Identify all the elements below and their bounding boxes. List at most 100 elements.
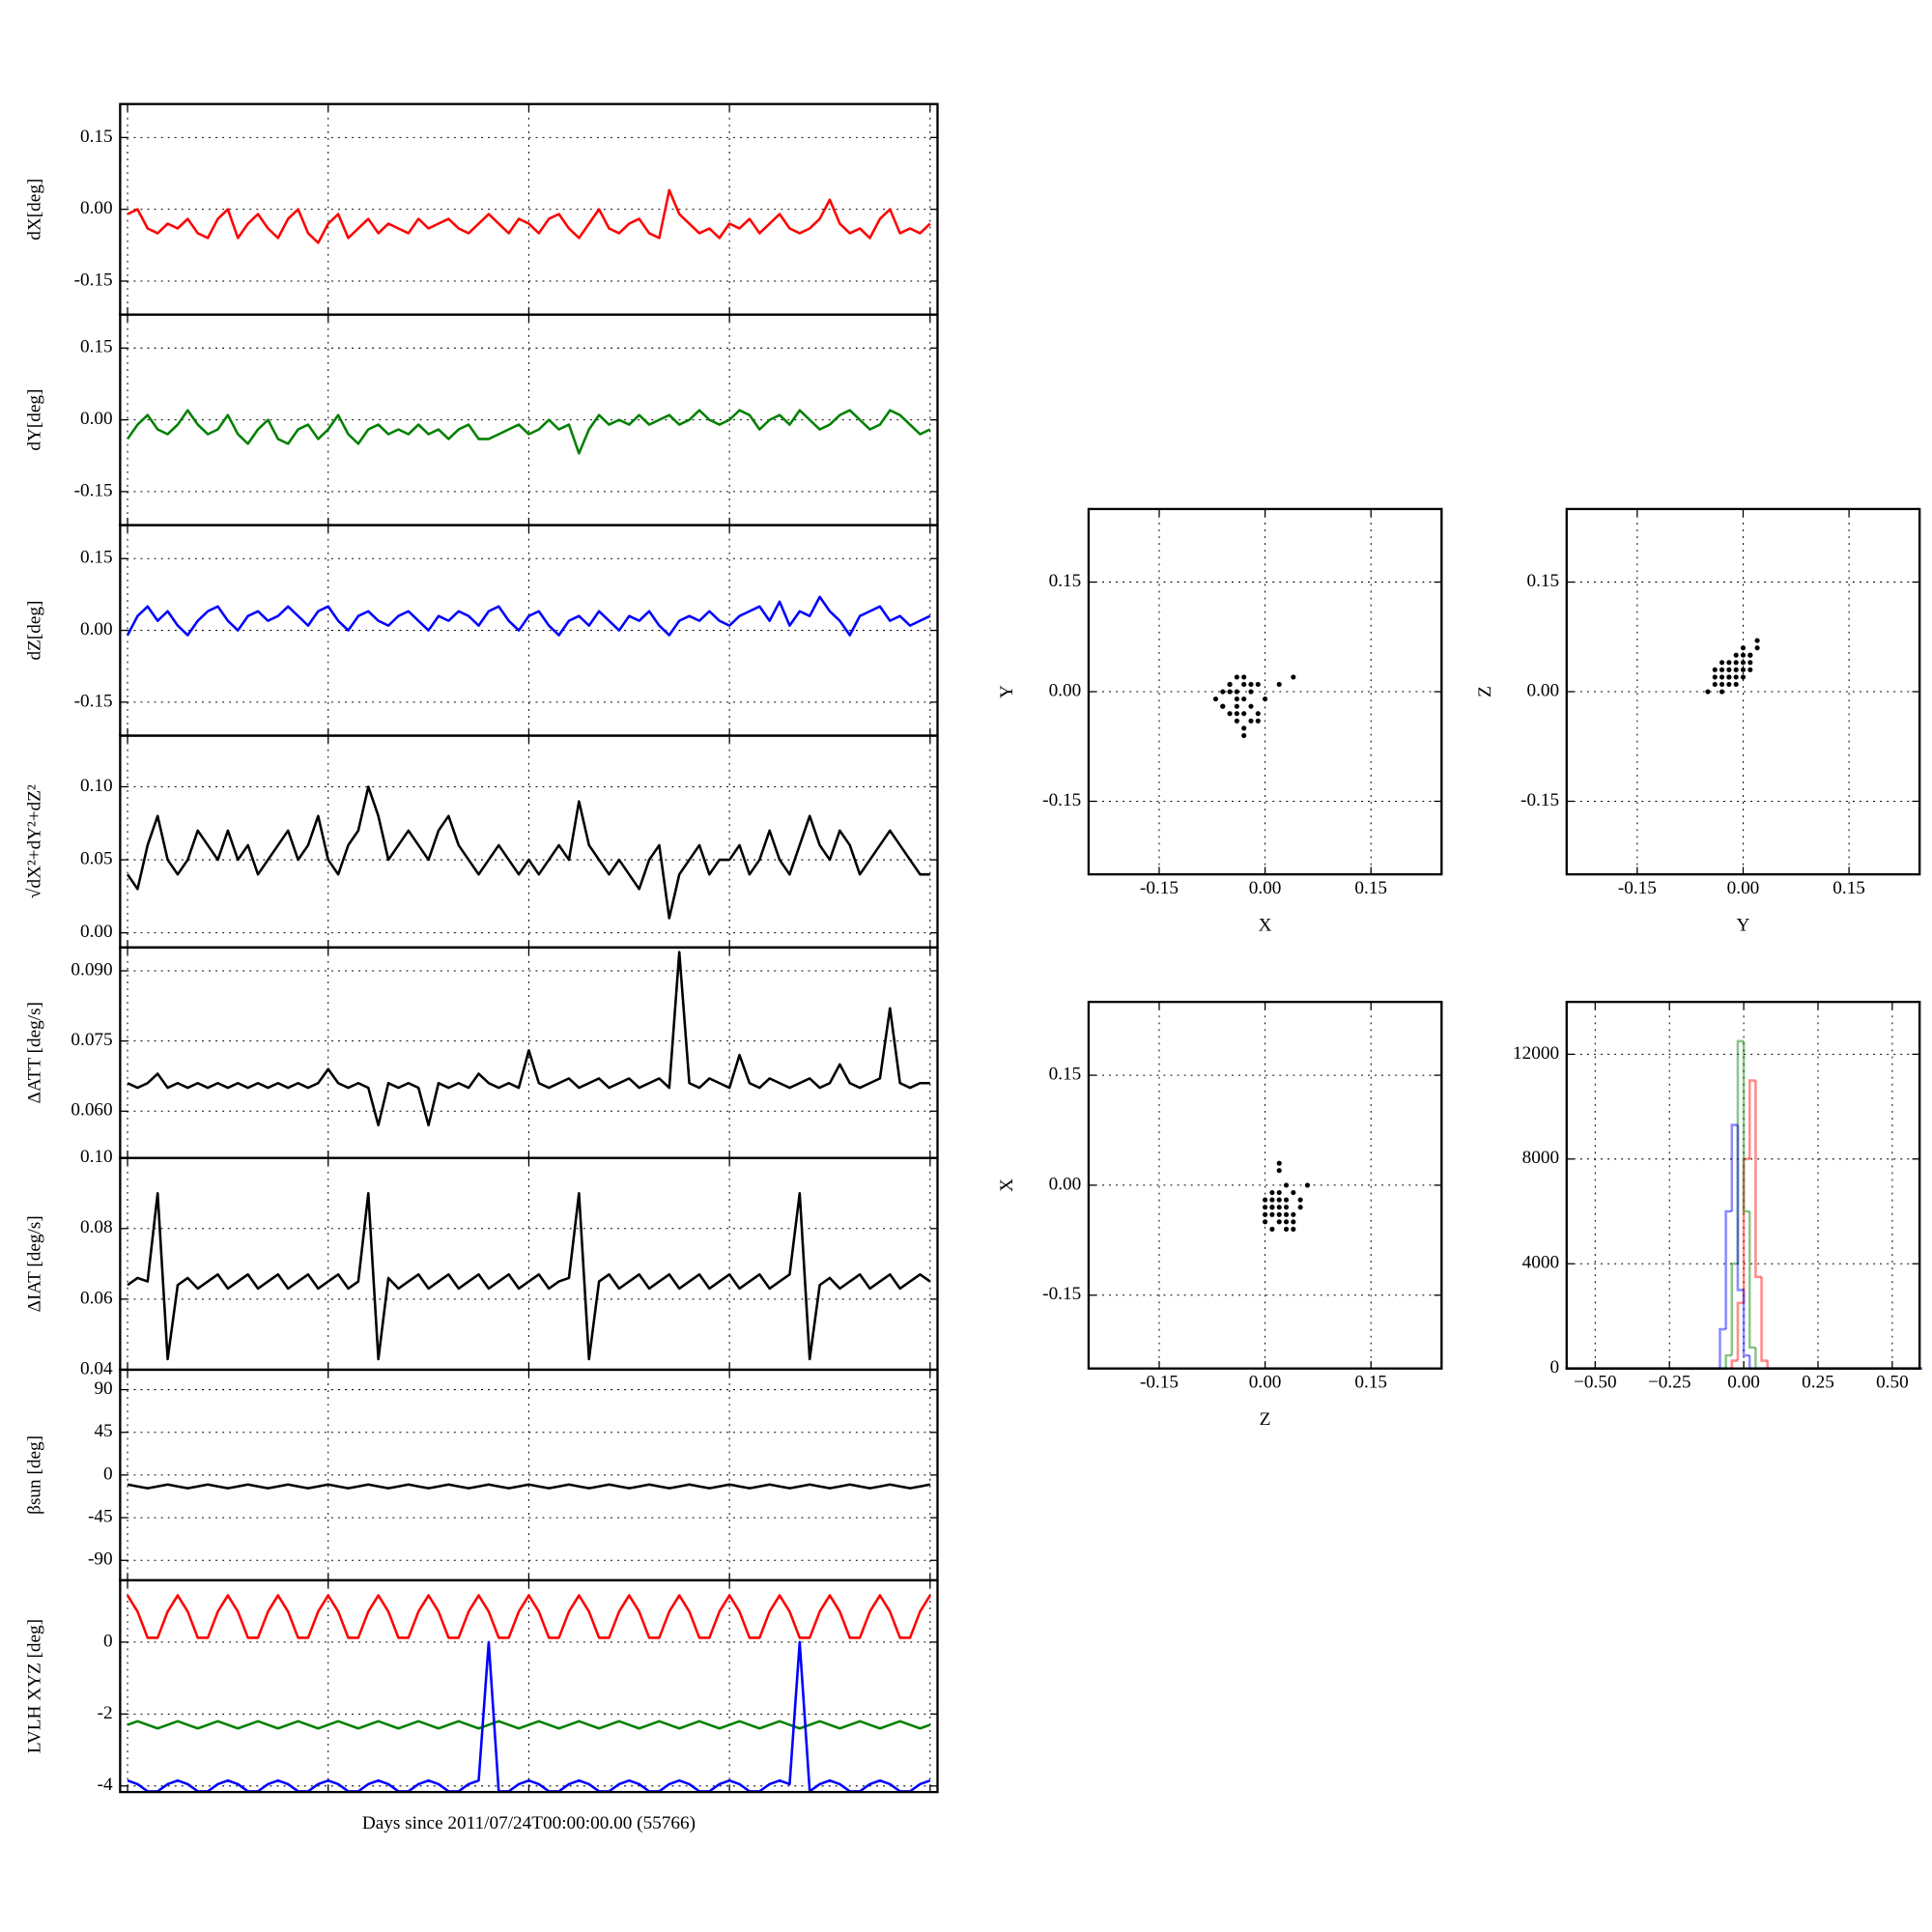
y-tick-label: 0.00 — [1049, 1174, 1082, 1194]
y-tick-label: 0.15 — [1526, 571, 1559, 591]
axes-frame — [119, 1156, 939, 1372]
histogram-step — [1742, 1290, 1750, 1357]
histogram-step — [1724, 1209, 1732, 1330]
y-tick-label: -2 — [98, 1703, 113, 1723]
axes-frame — [1565, 507, 1921, 876]
scatter-point — [1726, 660, 1732, 666]
scatter-point — [1276, 1189, 1282, 1196]
x-tick-label: −0.50 — [1574, 1372, 1616, 1392]
data-line — [126, 595, 931, 637]
scatter-point — [1227, 711, 1233, 717]
x-axis-label: Days since 2011/07/24T00:00:00.00 (55766… — [362, 1813, 696, 1833]
y-tick-label: 0.00 — [80, 922, 113, 942]
scatter-point — [1276, 1168, 1282, 1174]
scatter-point — [1283, 1219, 1290, 1225]
x-tick-label: -0.15 — [1140, 878, 1179, 898]
scatter-point — [1754, 645, 1760, 651]
x-tick-label: 0.15 — [1354, 878, 1387, 898]
data-line — [127, 951, 930, 1127]
scatter-point — [1220, 703, 1226, 709]
x-tick-label: 0.15 — [1833, 878, 1865, 898]
scatter-point — [1747, 652, 1753, 658]
scatter-point — [1719, 689, 1725, 695]
scatter-point — [1255, 711, 1261, 717]
y-tick-label: 0.15 — [80, 127, 113, 147]
histogram-step — [1760, 1276, 1768, 1362]
scatter-point — [1255, 681, 1261, 688]
data-line — [127, 1640, 931, 1793]
scatter-point — [1747, 660, 1753, 666]
histogram-step — [1736, 1124, 1745, 1292]
y-tick-label: -0.15 — [74, 691, 113, 711]
x-tick-label: 0.00 — [1249, 878, 1282, 898]
data-line — [127, 1719, 931, 1730]
scatter-point — [1248, 718, 1254, 724]
scatter-point — [1740, 667, 1747, 672]
x-tick-label: 0.15 — [1354, 1372, 1387, 1392]
y-axis-label: dY[deg] — [25, 389, 45, 451]
x-tick-label: 0.00 — [1727, 1372, 1760, 1392]
histogram-step — [1754, 1080, 1762, 1279]
histogram-step — [1747, 1211, 1756, 1350]
y-tick-label: 0.08 — [80, 1217, 113, 1237]
y-axis-label: βsun [deg] — [25, 1435, 45, 1515]
histogram-step — [1730, 1359, 1738, 1369]
y-tick-label: 0.15 — [80, 548, 113, 568]
y-axis-label: dZ[deg] — [25, 601, 45, 661]
y-tick-label: 0.090 — [71, 959, 112, 980]
panel: 0.15 0.00 -0.15 dY[deg] — [25, 313, 939, 526]
scatter-point — [1241, 711, 1247, 717]
y-tick-label: 0 — [1549, 1357, 1559, 1378]
y-tick-label: -0.15 — [1520, 790, 1559, 810]
scatter-point — [1726, 667, 1732, 672]
x-tick-label: 0.00 — [1249, 1372, 1282, 1392]
scatter-point — [1304, 1182, 1311, 1188]
scatter-point — [1291, 674, 1296, 680]
histogram-step — [1724, 1353, 1732, 1369]
histogram-step — [1736, 1301, 1745, 1361]
scatter-point — [1248, 689, 1254, 695]
y-axis-label: LVLH XYZ [deg] — [25, 1619, 45, 1753]
scatter-point — [1283, 1211, 1290, 1217]
scatter-point — [1269, 1226, 1275, 1233]
y-axis-label: √dX²+dY²+dZ² — [25, 784, 45, 898]
panel: 0.10 0.05 0.00 √dX²+dY²+dZ² — [25, 734, 939, 949]
scatter-point — [1740, 645, 1747, 651]
scatter-point — [1705, 689, 1711, 695]
data-line — [126, 785, 930, 920]
scatter-point — [1291, 1189, 1296, 1196]
scatter-point — [1712, 674, 1718, 680]
scatter-point — [1747, 667, 1753, 672]
y-tick-label: -45 — [88, 1507, 113, 1527]
scatter-point — [1733, 660, 1739, 666]
y-tick-label: 4000 — [1522, 1253, 1559, 1273]
scatter-point — [1227, 689, 1233, 695]
scatter-point — [1263, 1219, 1268, 1225]
scatter-point — [1283, 1182, 1290, 1188]
y-tick-label: -0.15 — [1042, 790, 1081, 810]
data-line — [127, 1191, 931, 1361]
scatter-point — [1234, 689, 1239, 695]
x-tick-label: -0.15 — [1618, 878, 1657, 898]
scatter-point — [1740, 674, 1747, 680]
panel: 90 45 0 -45 -90 βsun [deg] — [25, 1368, 939, 1582]
panel: 0.15 0.00 -0.15 -0.15 0.00 0.15 X Z — [997, 1001, 1443, 1430]
data-line — [126, 409, 931, 455]
scatter-point — [1276, 681, 1282, 688]
panel: 0.15 0.00 -0.15 dX[deg] — [25, 102, 939, 316]
y-tick-label: 90 — [94, 1378, 112, 1399]
scatter-point — [1269, 1197, 1275, 1203]
scatter-point — [1733, 667, 1739, 672]
panel: 0 -2 -4 LVLH XYZ [deg] Days since 2011/07/24… — [25, 1578, 939, 1833]
scatter-point — [1719, 681, 1725, 688]
scatter-point — [1291, 1219, 1296, 1225]
y-axis-label: dX[deg] — [25, 179, 45, 241]
scatter-point — [1234, 711, 1239, 717]
y-tick-label: -0.15 — [1042, 1284, 1081, 1304]
x-tick-label: −0.25 — [1648, 1372, 1690, 1392]
scatter-point — [1234, 703, 1239, 709]
scatter-point — [1740, 660, 1747, 666]
scatter-point — [1263, 1205, 1268, 1210]
